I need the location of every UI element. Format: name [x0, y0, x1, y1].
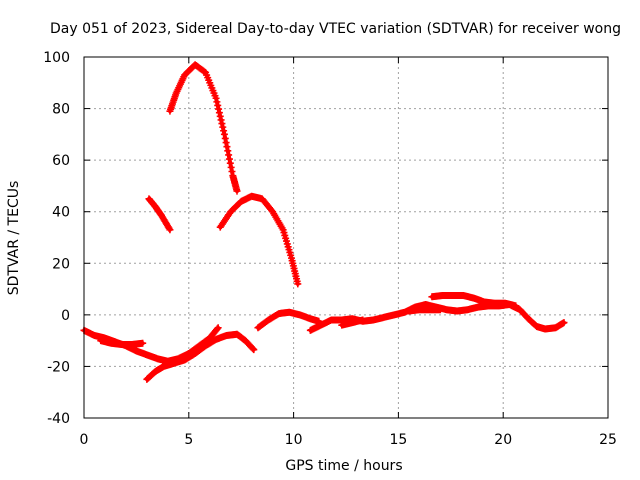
data-point: [215, 105, 223, 113]
data-point: [215, 109, 223, 117]
series-arc-b: [97, 337, 147, 349]
x-tick-label: 15: [389, 432, 407, 448]
y-tick-label: 40: [52, 205, 70, 221]
data-point: [294, 280, 302, 288]
data-point: [250, 346, 258, 354]
data-point: [220, 130, 228, 138]
data-point: [227, 163, 235, 171]
y-tick-label: 60: [52, 153, 70, 169]
data-point: [225, 151, 233, 159]
series-arc-f: [216, 192, 302, 288]
data-point: [214, 324, 222, 332]
data-point: [225, 155, 233, 163]
x-tick-label: 5: [184, 432, 193, 448]
data-point: [224, 147, 232, 155]
data-point: [359, 316, 367, 324]
x-tick-label: 25: [599, 432, 617, 448]
series-arc-d: [145, 195, 174, 234]
data-point: [221, 134, 229, 142]
data-point: [233, 187, 241, 195]
series-arc-j: [428, 292, 520, 310]
data-point: [228, 167, 236, 175]
series-arc-c: [143, 330, 258, 383]
series-arc-i: [338, 316, 367, 329]
y-tick-label: 20: [52, 256, 70, 272]
data-point: [226, 159, 234, 167]
data-point: [436, 306, 444, 314]
y-tick-label: 80: [52, 102, 70, 118]
data-point: [222, 139, 230, 147]
x-tick-label: 10: [285, 432, 303, 448]
data-point: [213, 325, 221, 333]
chart-title: Day 051 of 2023, Sidereal Day-to-day VTE…: [50, 21, 621, 37]
data-point: [249, 345, 257, 353]
data-point: [216, 112, 224, 120]
data-point: [512, 302, 520, 310]
y-tick-label: -40: [47, 411, 70, 427]
axes: 0 5 10 15 20 25 -40 -20 0 20 40 60 80 100: [43, 50, 617, 448]
y-tick-label: 100: [43, 50, 70, 66]
data-point: [219, 123, 227, 131]
data-point: [218, 120, 226, 128]
data-point: [220, 127, 228, 135]
x-tick-label: 20: [494, 432, 512, 448]
plot-frame: [83, 56, 609, 419]
data-point: [212, 94, 220, 102]
data-point: [139, 339, 147, 347]
data-point: [217, 116, 225, 124]
y-axis-label: SDTVAR / TECUs: [6, 181, 22, 296]
data-point: [165, 224, 173, 232]
x-axis-label: GPS time / hours: [285, 458, 402, 474]
series-arc-k: [405, 306, 444, 315]
data-series: [80, 61, 568, 383]
series-arc-g: [254, 308, 323, 332]
data-point: [223, 143, 231, 151]
data-point: [214, 101, 222, 109]
x-tick-label: 0: [80, 432, 89, 448]
series-arc-e: [166, 61, 241, 195]
y-tick-label: -20: [47, 359, 70, 375]
y-tick-label: 0: [61, 308, 70, 324]
data-point: [166, 226, 174, 234]
data-point: [213, 98, 221, 106]
data-point: [560, 319, 568, 327]
